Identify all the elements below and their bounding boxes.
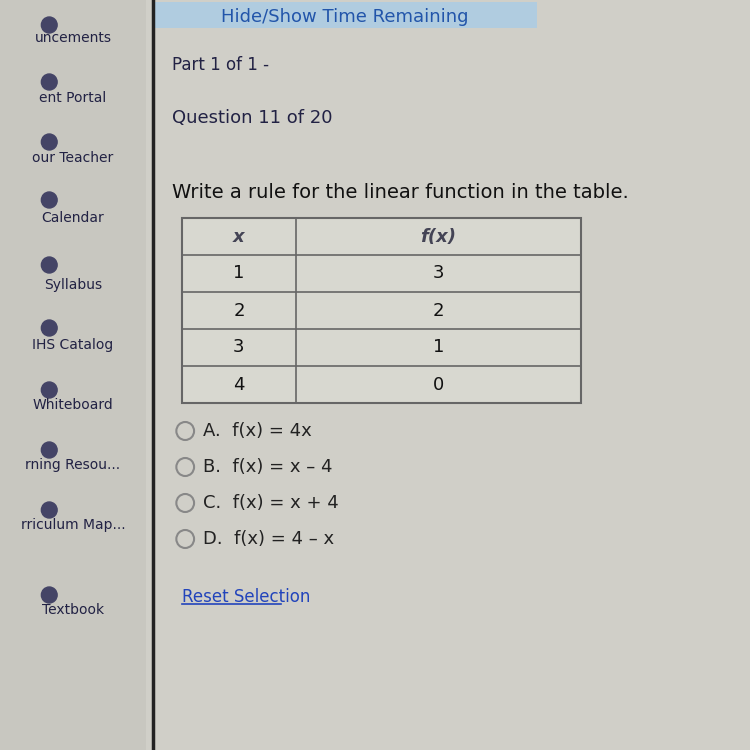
Text: Part 1 of 1 -: Part 1 of 1 -: [172, 56, 269, 74]
Text: D.  f(x) = 4 – x: D. f(x) = 4 – x: [203, 530, 334, 548]
Text: rriculum Map...: rriculum Map...: [20, 518, 125, 532]
Text: 3: 3: [433, 265, 444, 283]
FancyBboxPatch shape: [153, 2, 537, 28]
Text: 0: 0: [433, 376, 444, 394]
Text: 1: 1: [233, 265, 244, 283]
Text: our Teacher: our Teacher: [32, 151, 113, 165]
Text: Calendar: Calendar: [41, 211, 104, 225]
Text: Textbook: Textbook: [42, 603, 104, 617]
Text: rning Resou...: rning Resou...: [26, 458, 121, 472]
Text: ent Portal: ent Portal: [39, 91, 106, 105]
Text: f(x): f(x): [421, 227, 457, 245]
Circle shape: [41, 192, 57, 208]
Circle shape: [41, 17, 57, 33]
Circle shape: [41, 320, 57, 336]
Circle shape: [41, 74, 57, 90]
FancyBboxPatch shape: [182, 218, 581, 403]
Text: Write a rule for the linear function in the table.: Write a rule for the linear function in …: [172, 182, 629, 202]
Text: 3: 3: [233, 338, 244, 356]
FancyBboxPatch shape: [0, 0, 146, 750]
Circle shape: [41, 382, 57, 398]
Text: 1: 1: [433, 338, 444, 356]
Text: x: x: [233, 227, 244, 245]
Text: Question 11 of 20: Question 11 of 20: [172, 109, 333, 127]
Text: C.  f(x) = x + 4: C. f(x) = x + 4: [203, 494, 339, 512]
Circle shape: [41, 587, 57, 603]
Text: 2: 2: [233, 302, 244, 320]
Text: uncements: uncements: [34, 31, 112, 45]
Text: IHS Catalog: IHS Catalog: [32, 338, 113, 352]
Text: B.  f(x) = x – 4: B. f(x) = x – 4: [203, 458, 332, 476]
Text: A.  f(x) = 4x: A. f(x) = 4x: [203, 422, 312, 440]
Text: 2: 2: [433, 302, 444, 320]
Text: 4: 4: [233, 376, 244, 394]
Text: Hide/Show Time Remaining: Hide/Show Time Remaining: [221, 8, 469, 26]
Circle shape: [41, 502, 57, 518]
Text: Whiteboard: Whiteboard: [32, 398, 113, 412]
Text: Syllabus: Syllabus: [44, 278, 102, 292]
Circle shape: [41, 442, 57, 458]
Circle shape: [41, 257, 57, 273]
Circle shape: [41, 134, 57, 150]
Text: Reset Selection: Reset Selection: [182, 588, 310, 606]
